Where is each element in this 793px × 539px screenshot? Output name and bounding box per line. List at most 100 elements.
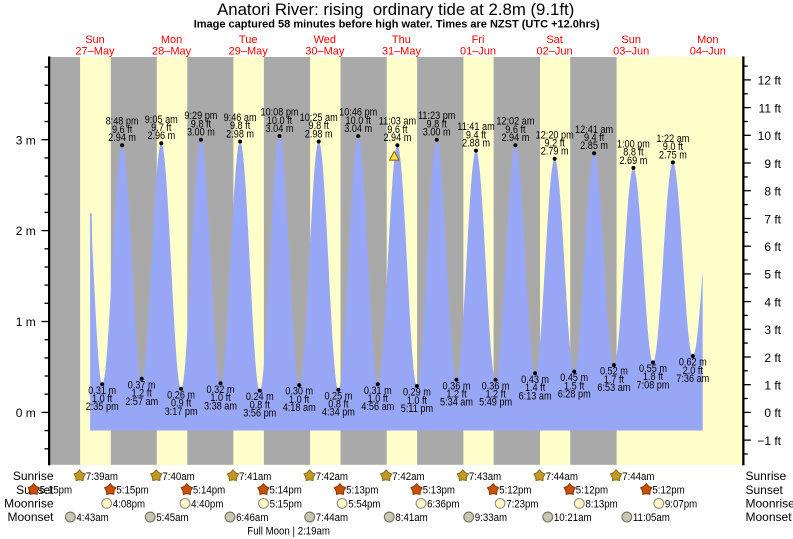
- svg-text:01–Jun: 01–Jun: [460, 46, 496, 58]
- svg-text:8:48 pm: 8:48 pm: [106, 116, 139, 128]
- svg-text:7:40am: 7:40am: [162, 471, 194, 483]
- svg-text:7:41am: 7:41am: [239, 471, 271, 483]
- svg-text:9.6 ft: 9.6 ft: [112, 124, 132, 136]
- svg-text:Full Moon | 2:19am: Full Moon | 2:19am: [247, 526, 330, 538]
- svg-text:7:42am: 7:42am: [392, 471, 424, 483]
- svg-text:12:20 pm: 12:20 pm: [536, 129, 574, 141]
- svg-text:Fri: Fri: [472, 34, 485, 46]
- svg-text:0.30 m: 0.30 m: [285, 386, 313, 398]
- svg-text:5:15pm: 5:15pm: [270, 499, 302, 511]
- svg-text:3 m: 3 m: [16, 133, 36, 147]
- svg-text:Sat: Sat: [546, 34, 563, 46]
- svg-text:Moonrise: Moonrise: [4, 497, 54, 511]
- svg-text:0.62 m: 0.62 m: [679, 357, 707, 369]
- svg-text:7:39am: 7:39am: [86, 471, 118, 483]
- svg-text:6:36pm: 6:36pm: [427, 499, 459, 511]
- svg-text:31–May: 31–May: [382, 46, 422, 58]
- svg-text:8 ft: 8 ft: [764, 185, 781, 199]
- svg-text:7:42am: 7:42am: [316, 471, 348, 483]
- svg-text:1.2 ft: 1.2 ft: [446, 389, 466, 401]
- svg-text:9.8 ft: 9.8 ft: [427, 118, 447, 130]
- svg-text:0.31 m: 0.31 m: [88, 385, 116, 397]
- svg-text:1.0 ft: 1.0 ft: [92, 393, 112, 405]
- svg-text:5:15pm: 5:15pm: [116, 485, 148, 497]
- svg-text:4:08pm: 4:08pm: [113, 499, 145, 511]
- svg-text:30–May: 30–May: [305, 46, 345, 58]
- svg-text:0.24 m: 0.24 m: [246, 391, 274, 403]
- svg-text:9:33am: 9:33am: [475, 512, 507, 524]
- svg-text:5:12pm: 5:12pm: [576, 485, 608, 497]
- svg-text:Mon: Mon: [161, 34, 182, 46]
- svg-text:12:41 am: 12:41 am: [575, 124, 613, 136]
- svg-text:Sun: Sun: [621, 34, 641, 46]
- svg-text:Moonset: Moonset: [746, 510, 793, 524]
- svg-text:Tue: Tue: [239, 34, 258, 46]
- svg-text:9:07pm: 9:07pm: [665, 499, 697, 511]
- svg-text:3:56 pm: 3:56 pm: [243, 408, 276, 420]
- svg-text:1 m: 1 m: [16, 315, 36, 329]
- svg-text:9.0 ft: 9.0 ft: [663, 141, 683, 153]
- svg-text:Sunrise: Sunrise: [746, 469, 787, 483]
- svg-text:Moonset: Moonset: [7, 510, 54, 524]
- svg-text:7:44am: 7:44am: [316, 512, 348, 524]
- svg-text:2.98 m: 2.98 m: [305, 128, 333, 140]
- svg-text:5:13pm: 5:13pm: [346, 485, 378, 497]
- svg-text:3.00 m: 3.00 m: [187, 127, 215, 139]
- svg-text:Wed: Wed: [314, 34, 336, 46]
- svg-text:−1 ft: −1 ft: [757, 434, 781, 448]
- svg-text:10:46 pm: 10:46 pm: [339, 107, 377, 119]
- svg-text:10:08 pm: 10:08 pm: [260, 107, 298, 119]
- svg-text:5:12pm: 5:12pm: [499, 485, 531, 497]
- svg-text:2:57 am: 2:57 am: [125, 396, 158, 408]
- svg-text:Anatori River: rising ordinar: Anatori River: rising ordinary tide at 2…: [217, 0, 574, 19]
- svg-text:28–May: 28–May: [152, 46, 192, 58]
- svg-text:10 ft: 10 ft: [758, 129, 782, 143]
- svg-text:0.29 m: 0.29 m: [403, 387, 431, 399]
- svg-text:11:41 am: 11:41 am: [457, 121, 494, 133]
- svg-text:10:25 am: 10:25 am: [300, 112, 338, 124]
- svg-text:1.4 ft: 1.4 ft: [525, 382, 545, 394]
- svg-text:9.2 ft: 9.2 ft: [545, 138, 565, 150]
- svg-text:11 ft: 11 ft: [759, 101, 782, 115]
- svg-text:0.43 m: 0.43 m: [521, 374, 549, 386]
- svg-text:1.0 ft: 1.0 ft: [407, 395, 427, 407]
- svg-text:1:00 pm: 1:00 pm: [617, 138, 650, 150]
- svg-text:0 ft: 0 ft: [764, 406, 781, 420]
- svg-text:0.32 m: 0.32 m: [207, 384, 235, 396]
- svg-text:10:21am: 10:21am: [554, 512, 592, 524]
- svg-text:04–Jun: 04–Jun: [690, 46, 726, 58]
- svg-text:2.94 m: 2.94 m: [108, 132, 136, 144]
- svg-text:1.2 ft: 1.2 ft: [132, 388, 152, 400]
- svg-text:9:29 pm: 9:29 pm: [184, 110, 217, 122]
- svg-text:9.8 ft: 9.8 ft: [309, 120, 329, 132]
- svg-text:9.4 ft: 9.4 ft: [466, 129, 486, 141]
- svg-text:9.8 ft: 9.8 ft: [191, 118, 211, 130]
- svg-text:1.0 ft: 1.0 ft: [289, 394, 309, 406]
- svg-text:Mon: Mon: [697, 34, 718, 46]
- svg-text:0.37 m: 0.37 m: [128, 379, 156, 391]
- svg-text:1.2 ft: 1.2 ft: [485, 389, 505, 401]
- svg-text:7:08 pm: 7:08 pm: [637, 379, 670, 391]
- svg-text:9.8 ft: 9.8 ft: [230, 120, 250, 132]
- svg-text:5:54pm: 5:54pm: [348, 499, 380, 511]
- svg-text:5:14pm: 5:14pm: [193, 485, 225, 497]
- svg-text:8.8 ft: 8.8 ft: [623, 147, 643, 159]
- svg-text:7:44am: 7:44am: [622, 471, 654, 483]
- svg-text:7:23pm: 7:23pm: [506, 499, 538, 511]
- svg-text:Sun: Sun: [85, 34, 105, 46]
- svg-text:0.8 ft: 0.8 ft: [250, 399, 270, 411]
- svg-text:2.0 ft: 2.0 ft: [683, 365, 703, 377]
- svg-text:0 m: 0 m: [16, 406, 36, 420]
- svg-text:4:34 pm: 4:34 pm: [322, 407, 355, 419]
- svg-text:4:56 am: 4:56 am: [361, 401, 394, 413]
- svg-text:9 ft: 9 ft: [764, 157, 781, 171]
- svg-text:5:12pm: 5:12pm: [652, 485, 684, 497]
- svg-text:3.04 m: 3.04 m: [266, 123, 294, 135]
- svg-text:2:35 pm: 2:35 pm: [86, 401, 119, 413]
- svg-text:12 ft: 12 ft: [758, 74, 782, 88]
- svg-text:6:13 am: 6:13 am: [519, 390, 552, 402]
- svg-text:5:11 pm: 5:11 pm: [401, 403, 433, 415]
- svg-text:7 ft: 7 ft: [764, 212, 781, 226]
- svg-text:6:28 pm: 6:28 pm: [558, 389, 591, 401]
- svg-text:1.7 ft: 1.7 ft: [604, 374, 624, 386]
